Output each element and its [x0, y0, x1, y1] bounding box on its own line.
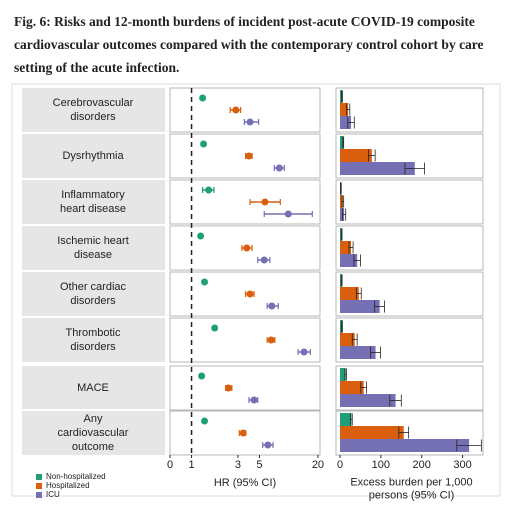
figure-title: Fig. 6: Risks and 12-month burdens of in… — [14, 14, 484, 75]
bar — [340, 228, 342, 241]
category-label: Thrombotic disorders — [65, 327, 121, 353]
bar — [340, 274, 342, 287]
bar — [340, 394, 396, 407]
x-axis-label: HR (95% CI) — [214, 477, 276, 489]
row-frame — [169, 410, 321, 456]
legend-swatch — [36, 483, 42, 489]
hr-point — [267, 336, 275, 344]
hr-point — [250, 396, 258, 404]
hr-point — [205, 186, 213, 194]
panel-frame — [11, 83, 501, 497]
row-frame — [169, 225, 321, 271]
category-label: Other cardiac disorders — [60, 281, 127, 307]
legend-label: Non-hospitalized — [46, 472, 106, 481]
hr-point — [284, 210, 292, 218]
hr-point — [197, 232, 205, 240]
bar — [340, 162, 415, 175]
row-frame — [169, 179, 321, 225]
hr-point — [200, 140, 208, 148]
x-tick-label: 5 — [256, 459, 262, 471]
category-label: Ischemic heart disease — [57, 235, 129, 261]
bar — [340, 300, 380, 313]
row-frame — [169, 87, 321, 133]
x-tick-label: 20 — [312, 459, 324, 471]
category-label: Dysrhythmia — [62, 150, 124, 162]
legend-label: ICU — [46, 490, 60, 499]
bar — [340, 439, 470, 452]
hr-point — [275, 164, 283, 172]
row-frame — [335, 225, 484, 271]
category-label: Any cardiovascular outcome — [58, 413, 129, 453]
bar — [340, 208, 345, 221]
row-frame — [169, 317, 321, 363]
bar — [340, 90, 343, 103]
x-tick-label: 0 — [167, 459, 173, 471]
row-frame — [335, 410, 484, 456]
category-label: MACE — [77, 382, 109, 394]
hr-point — [243, 244, 251, 252]
hr-point — [198, 372, 206, 380]
hr-point — [246, 290, 254, 298]
hr-point — [261, 198, 269, 206]
bar — [340, 103, 349, 116]
row-frame — [335, 179, 484, 225]
hr-point — [224, 384, 232, 392]
x-axis-label: Excess burden per 1,000 persons (95% CI) — [350, 476, 472, 501]
row-frame — [335, 133, 484, 179]
hr-point — [239, 429, 247, 437]
bar — [340, 241, 352, 254]
x-tick-label: 1 — [188, 459, 194, 471]
hr-point — [260, 256, 268, 264]
x-tick-label: 0 — [337, 459, 343, 471]
bar — [340, 136, 344, 149]
x-tick-label: 3 — [235, 459, 241, 471]
bar — [340, 333, 355, 346]
bar — [340, 195, 343, 208]
x-tick-label: 300 — [453, 459, 471, 471]
hr-point — [201, 278, 209, 286]
category-label: Inflammatory heart disease — [60, 189, 126, 215]
bar — [340, 287, 359, 300]
bar — [340, 346, 376, 359]
category-label: Cerebrovascular disorders — [53, 97, 134, 123]
legend-label: Hospitalized — [46, 481, 90, 490]
row-frame — [335, 365, 484, 411]
legend-swatch — [36, 474, 42, 480]
hr-point — [201, 417, 209, 425]
hr-point — [199, 94, 207, 102]
bar — [340, 413, 352, 426]
hr-point — [232, 106, 240, 114]
row-frame — [335, 317, 484, 363]
legend-swatch — [36, 492, 42, 498]
bar — [340, 254, 358, 267]
hr-point — [246, 118, 254, 126]
hr-point — [245, 152, 253, 160]
row-frame — [169, 133, 321, 179]
bar — [340, 426, 404, 439]
row-frame — [335, 271, 484, 317]
bar — [340, 320, 343, 333]
bar — [340, 381, 364, 394]
bar — [340, 149, 372, 162]
row-frame — [169, 365, 321, 411]
hr-point — [300, 348, 308, 356]
hr-point — [211, 324, 219, 332]
bar — [340, 368, 346, 381]
x-tick-label: 100 — [372, 459, 390, 471]
row-frame — [335, 87, 484, 133]
x-tick-label: 200 — [413, 459, 431, 471]
hr-point — [268, 302, 276, 310]
row-frame — [169, 271, 321, 317]
bar — [340, 116, 352, 129]
hr-point — [264, 441, 272, 449]
